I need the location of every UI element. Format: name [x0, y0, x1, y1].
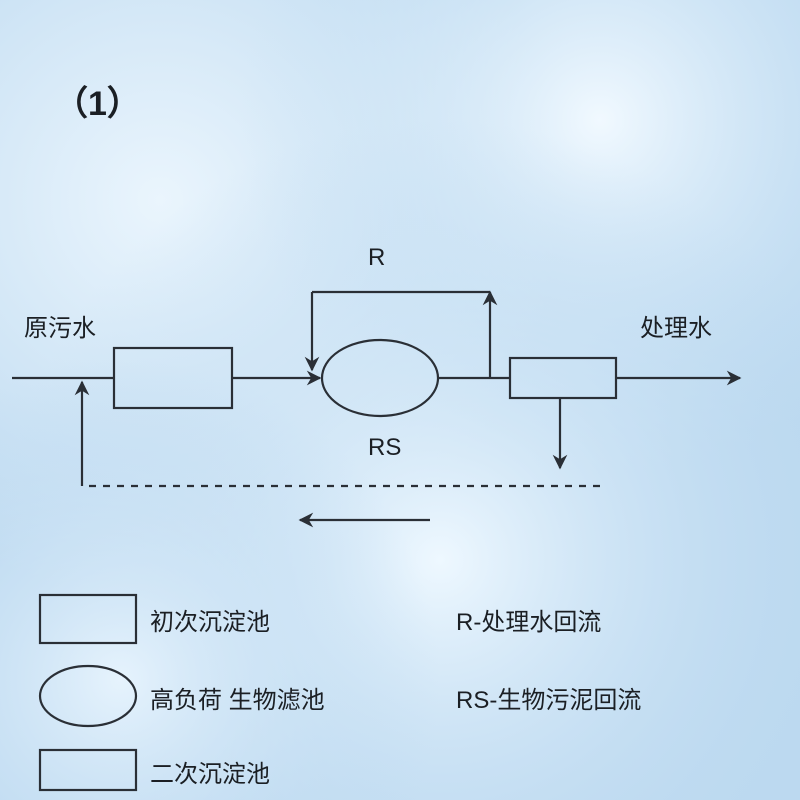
label-rs: RS [368, 434, 401, 462]
legend-biofilter-label: 高负荷 生物滤池 [150, 680, 325, 715]
legend-primary-label: 初次沉淀池 [150, 602, 270, 637]
figure-number: （1） [54, 76, 141, 125]
text-layer: （1） 原污水 处理水 R RS 初次沉淀池 高负荷 生物滤池 二次沉淀池 R-… [0, 0, 800, 800]
legend-secondary-label: 二次沉淀池 [150, 754, 270, 789]
label-r: R [368, 244, 385, 272]
diagram-canvas: （1） 原污水 处理水 R RS 初次沉淀池 高负荷 生物滤池 二次沉淀池 R-… [0, 0, 800, 800]
label-inflow: 原污水 [24, 308, 96, 343]
legend-rs-desc: RS-生物污泥回流 [456, 680, 641, 715]
legend-r-desc: R-处理水回流 [456, 602, 601, 637]
label-outflow: 处理水 [640, 308, 712, 343]
